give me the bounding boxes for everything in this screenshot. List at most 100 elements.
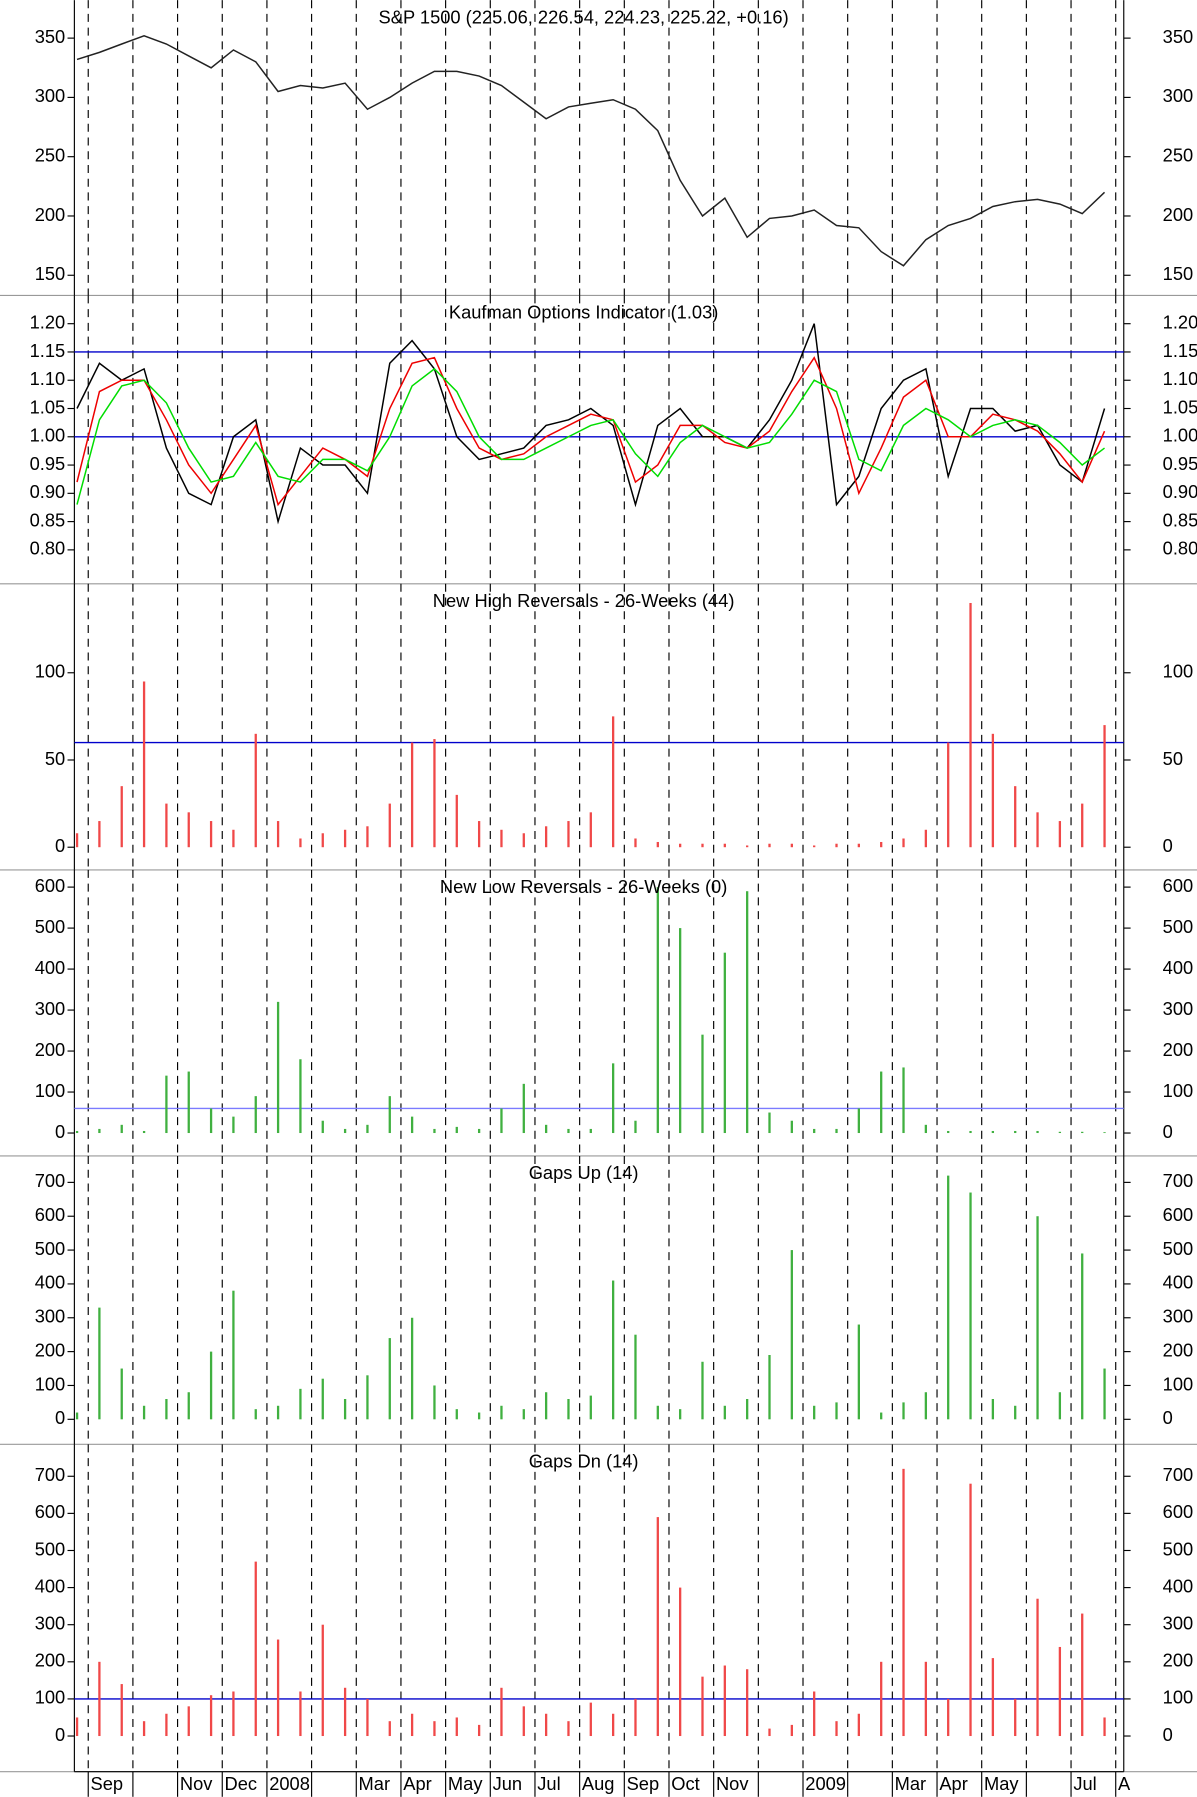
bar	[723, 843, 726, 848]
bar	[254, 1409, 257, 1420]
bar	[790, 843, 793, 848]
y-tick-label: 1.05	[30, 396, 66, 417]
y2-tick-label: 600	[1163, 1204, 1194, 1225]
bar	[165, 1713, 168, 1737]
y-tick-label: 0.85	[30, 509, 66, 530]
bar	[768, 843, 771, 848]
bar	[276, 1405, 280, 1420]
y2-tick-label: 600	[1163, 875, 1194, 896]
bar	[679, 843, 682, 848]
bar	[902, 1468, 905, 1737]
x-tick-label: May	[984, 1773, 1019, 1794]
y-tick-label: 200	[35, 1339, 66, 1360]
y-tick-label: 500	[35, 1538, 66, 1559]
bar	[433, 1385, 436, 1420]
x-tick-label: Sep	[91, 1773, 124, 1794]
bar	[857, 1324, 860, 1420]
bar	[232, 1691, 235, 1737]
x-tick-label: Mar	[895, 1773, 927, 1794]
bar	[433, 1721, 436, 1737]
bar	[1081, 1253, 1084, 1420]
bar	[522, 833, 525, 848]
y-tick-label: 100	[35, 1080, 66, 1101]
bar	[209, 1108, 213, 1134]
panel-title: S&P 1500 (225.06, 226.54, 224.23, 225.22…	[379, 6, 789, 27]
y-tick-label: 700	[35, 1464, 66, 1485]
bar	[790, 1724, 793, 1737]
y2-tick-label: 300	[1163, 1306, 1194, 1327]
y-tick-label: 100	[35, 1373, 66, 1394]
y2-tick-label: 1.20	[1163, 312, 1197, 333]
bar	[120, 1368, 123, 1420]
y-tick-label: 200	[35, 1039, 66, 1060]
bar	[924, 1392, 928, 1420]
bar	[388, 1096, 391, 1134]
y2-tick-label: 300	[1163, 998, 1194, 1019]
y2-tick-label: 700	[1163, 1464, 1194, 1485]
y-tick-label: 500	[35, 1238, 66, 1259]
bar	[321, 833, 324, 848]
bar	[656, 1405, 659, 1420]
bar	[142, 1405, 146, 1420]
bar	[1103, 1717, 1106, 1737]
bar	[634, 1698, 637, 1737]
bar	[477, 1724, 481, 1737]
bar	[723, 952, 726, 1134]
bar	[98, 1307, 101, 1420]
x-tick-label: 2009	[805, 1773, 846, 1794]
bar	[500, 829, 503, 848]
bar	[902, 838, 905, 848]
panel-title: Kaufman Options Indicator (1.03)	[449, 302, 719, 323]
bar	[656, 887, 659, 1134]
bar	[1014, 1405, 1017, 1420]
y-tick-label: 400	[35, 1272, 66, 1293]
y2-tick-label: 200	[1163, 204, 1194, 225]
bar	[209, 1351, 213, 1420]
bar	[165, 803, 168, 848]
bar	[98, 1128, 101, 1134]
panel-title: Gaps Up (14)	[529, 1162, 639, 1183]
y2-tick-label: 300	[1163, 1613, 1194, 1634]
bar	[768, 1112, 771, 1134]
y2-tick-label: 300	[1163, 85, 1194, 106]
bar	[299, 838, 302, 848]
bar	[544, 1392, 548, 1420]
y2-tick-label: 0	[1163, 1121, 1173, 1142]
bar	[768, 1355, 771, 1420]
bar	[410, 1116, 414, 1134]
bar	[567, 1128, 570, 1134]
bar	[567, 1721, 570, 1737]
bar	[723, 1405, 726, 1420]
y-tick-label: 600	[35, 1501, 66, 1522]
y-tick-label: 300	[35, 85, 66, 106]
panel-title: New High Reversals - 26-Weeks (44)	[433, 590, 735, 611]
bar	[701, 843, 704, 848]
bar	[611, 1063, 615, 1134]
bar	[656, 1517, 659, 1737]
bar	[857, 843, 860, 848]
bar	[299, 1059, 302, 1134]
bar	[813, 845, 816, 848]
y2-tick-label: 0.80	[1163, 538, 1197, 559]
bar	[924, 1124, 928, 1134]
x-tick-label: May	[448, 1773, 483, 1794]
y2-tick-label: 150	[1163, 263, 1194, 284]
bar	[701, 1361, 704, 1420]
bar	[343, 1687, 347, 1737]
bar	[142, 1721, 146, 1737]
y2-tick-label: 200	[1163, 1039, 1194, 1060]
bar	[947, 742, 950, 848]
x-tick-label: Nov	[716, 1773, 749, 1794]
bar	[991, 1399, 995, 1420]
y-tick-label: 1.10	[30, 368, 66, 389]
bar	[835, 1128, 838, 1134]
y2-tick-label: 100	[1163, 1687, 1194, 1708]
y2-tick-label: 0.95	[1163, 453, 1197, 474]
bar	[522, 1409, 525, 1420]
bar	[947, 1130, 950, 1134]
bar	[321, 1378, 324, 1420]
bar	[1081, 803, 1084, 848]
bar	[1014, 1698, 1017, 1737]
bar	[299, 1691, 302, 1737]
bar	[254, 1561, 257, 1737]
